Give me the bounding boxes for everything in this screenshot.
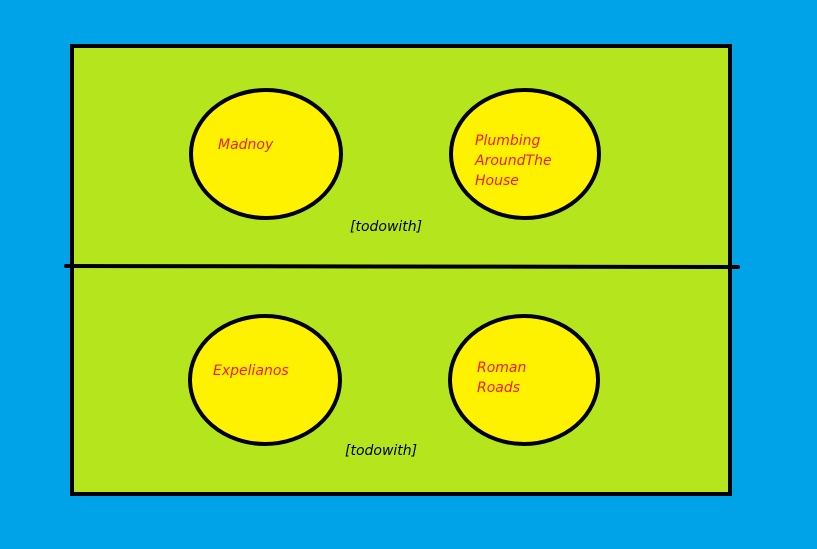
bottom-left-node [188,314,342,446]
top-right-node-label-line: AroundThe [474,153,552,169]
bottom-right-node-label-line: Roman [477,360,526,376]
top-right-node-label: Plumbing AroundThe House [474,133,556,189]
bottom-right-node-label-line: Roads [477,380,520,396]
top-right-node [449,88,601,220]
bottom-panel: Expelianos Roman Roads [todowith] [188,314,600,459]
panel-divider [64,264,740,269]
bottom-left-node-label: Expelianos [213,363,289,379]
bottom-right-node-label: Roman Roads [477,360,531,396]
outer-panel [70,44,732,496]
top-right-node-label-line: Plumbing [475,133,540,149]
bottom-left-node-label-line: Expelianos [213,363,289,379]
top-right-node-label-line: House [475,173,519,189]
bottom-right-node [448,314,600,446]
top-left-node-label-line: Madnoy [218,137,274,153]
bottom-relation-label: [todowith] [345,443,417,459]
top-panel: Madnoy Plumbing AroundThe House [todowit… [189,88,601,235]
top-relation-label: [todowith] [350,219,422,235]
top-left-node-label: Madnoy [218,137,274,153]
top-left-node [189,88,343,220]
